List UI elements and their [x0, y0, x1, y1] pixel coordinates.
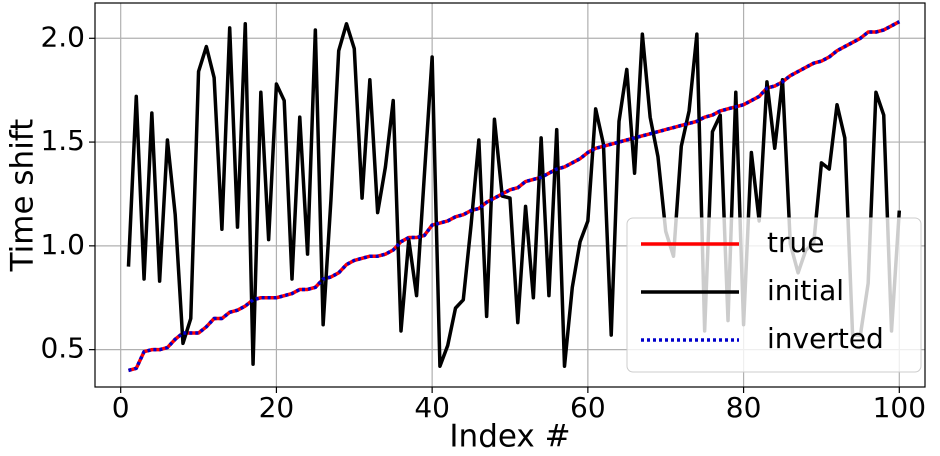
legend-box	[626, 217, 922, 373]
legend-label: true	[767, 226, 824, 259]
x-tick-label: 0	[112, 391, 130, 424]
y-tick-label: 0.5	[40, 332, 85, 365]
y-tick-label: 2.0	[40, 20, 85, 53]
legend-label: inverted	[767, 322, 884, 355]
x-tick-label: 100	[873, 391, 926, 424]
y-tick-label: 1.5	[40, 124, 85, 157]
y-tick-label: 1.0	[40, 228, 85, 261]
series-line	[126, 22, 902, 368]
series-line	[128, 20, 901, 373]
y-axis-label: Time shift	[5, 119, 41, 273]
x-tick-label: 80	[726, 391, 762, 424]
x-tick-label: 40	[414, 391, 450, 424]
x-axis-label: Index #	[449, 419, 570, 455]
legend-label: initial	[767, 274, 844, 307]
plot-frame	[94, 2, 926, 388]
x-tick-label: 20	[259, 391, 295, 424]
x-tick-label: 60	[570, 391, 606, 424]
